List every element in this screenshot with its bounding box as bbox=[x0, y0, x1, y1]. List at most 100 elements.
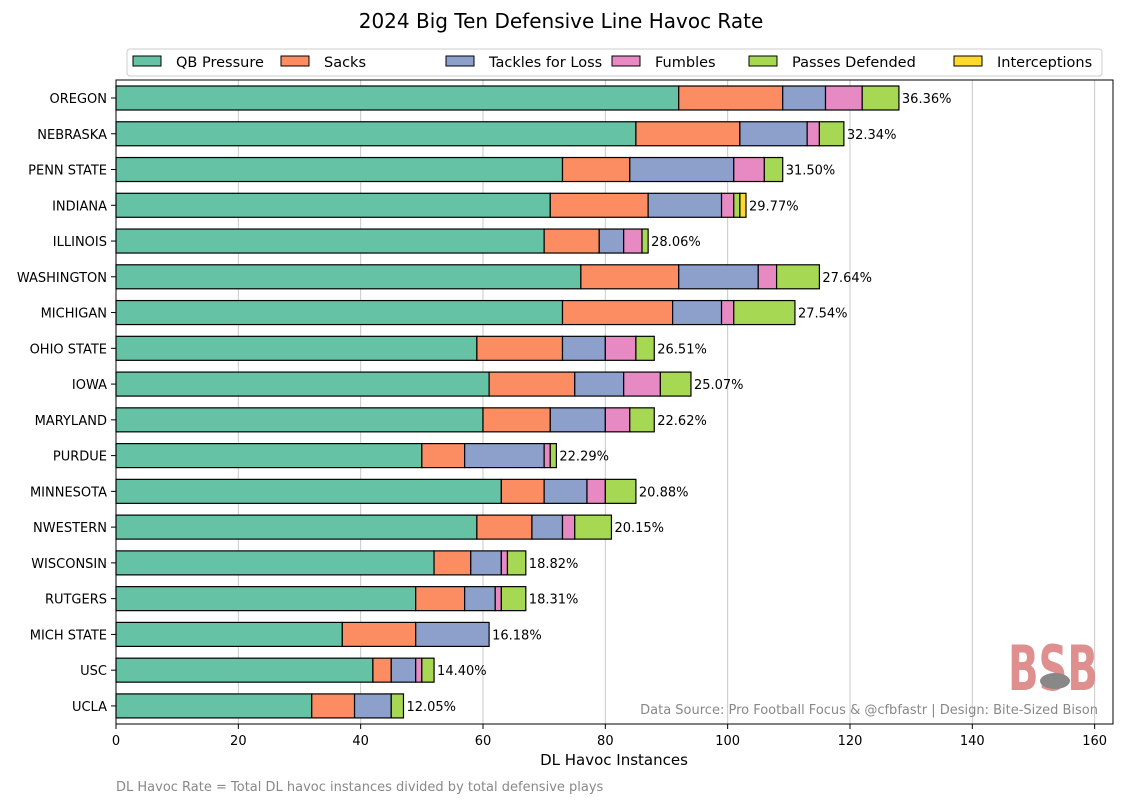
bar-sacks bbox=[561, 156, 631, 183]
bar-passes-defended bbox=[604, 478, 637, 504]
x-tick-label: 160 bbox=[1082, 734, 1107, 749]
bar-fumbles bbox=[543, 443, 551, 469]
bar-fumbles bbox=[604, 407, 631, 433]
data-label: 16.18% bbox=[492, 628, 542, 643]
bar-sacks bbox=[482, 407, 551, 433]
y-tick-label: ILLINOIS bbox=[53, 235, 107, 250]
bar-passes-defended bbox=[549, 443, 557, 469]
bar-passes-defended bbox=[763, 156, 784, 183]
bar-sacks bbox=[580, 264, 680, 290]
bar-sacks bbox=[500, 478, 545, 504]
bar-passes-defended bbox=[629, 407, 655, 433]
bar-fumbles bbox=[824, 85, 863, 111]
bar-qb-pressure bbox=[115, 371, 490, 397]
data-label: 18.82% bbox=[529, 557, 579, 572]
bar-passes-defended bbox=[500, 586, 527, 612]
y-tick-label: OHIO STATE bbox=[30, 342, 107, 357]
bar-fumbles bbox=[586, 478, 606, 504]
bar-passes-defended bbox=[641, 228, 649, 254]
bar-passes-defended bbox=[733, 299, 796, 326]
legend-swatch bbox=[445, 55, 475, 67]
bar-qb-pressure bbox=[115, 85, 680, 111]
bar-qb-pressure bbox=[115, 443, 423, 469]
bar-passes-defended bbox=[818, 121, 845, 147]
data-label: 26.51% bbox=[657, 342, 707, 357]
y-tick-label: MICH STATE bbox=[30, 628, 107, 643]
data-label: 22.62% bbox=[657, 414, 707, 429]
y-tick-label: WASHINGTON bbox=[17, 271, 107, 286]
bsb-logo: BSB bbox=[1008, 632, 1098, 705]
bar-qb-pressure bbox=[115, 657, 374, 683]
bar-fumbles bbox=[806, 121, 821, 147]
bar-sacks bbox=[415, 586, 466, 612]
bar-passes-defended bbox=[390, 693, 405, 719]
bar-tackles-for-loss bbox=[739, 121, 808, 147]
bar-fumbles bbox=[720, 299, 735, 326]
bar-tackles-for-loss bbox=[415, 621, 490, 648]
y-tick-label: INDIANA bbox=[52, 199, 107, 214]
svg-text:BSB: BSB bbox=[1008, 632, 1098, 705]
bar-passes-defended bbox=[574, 514, 613, 540]
y-tick-label: MICHIGAN bbox=[41, 307, 107, 322]
bar-sacks bbox=[421, 443, 466, 469]
data-label: 36.36% bbox=[902, 92, 952, 107]
legend-label: Passes Defended bbox=[792, 55, 916, 71]
bar-qb-pressure bbox=[115, 407, 484, 433]
bar-tackles-for-loss bbox=[531, 514, 564, 540]
bar-qb-pressure bbox=[115, 121, 637, 147]
data-label: 28.06% bbox=[651, 235, 701, 250]
data-label: 31.50% bbox=[786, 164, 836, 179]
legend-label: Tackles for Loss bbox=[488, 55, 602, 71]
y-tick-label: OREGON bbox=[49, 92, 107, 107]
bar-tackles-for-loss bbox=[678, 264, 759, 290]
bar-qb-pressure bbox=[115, 586, 417, 612]
bar-passes-defended bbox=[659, 371, 692, 397]
bar-fumbles bbox=[415, 657, 423, 683]
data-label: 18.31% bbox=[529, 593, 579, 608]
bar-sacks bbox=[635, 121, 741, 147]
data-label: 25.07% bbox=[694, 378, 744, 393]
bar-qb-pressure bbox=[115, 156, 564, 183]
x-tick-label: 80 bbox=[597, 734, 614, 749]
y-tick-label: NWESTERN bbox=[33, 521, 107, 536]
bar-sacks bbox=[341, 621, 417, 648]
legend-swatch bbox=[280, 55, 310, 67]
legend-label: QB Pressure bbox=[176, 55, 264, 71]
bar-tackles-for-loss bbox=[647, 192, 723, 218]
x-tick-label: 120 bbox=[838, 734, 863, 749]
y-tick-label: PURDUE bbox=[53, 450, 107, 465]
y-tick-label: USC bbox=[80, 664, 107, 679]
bar-sacks bbox=[488, 371, 576, 397]
legend-swatch bbox=[132, 55, 162, 67]
y-tick-label: WISCONSIN bbox=[31, 557, 107, 572]
bar-sacks bbox=[543, 228, 600, 254]
bar-tackles-for-loss bbox=[574, 371, 625, 397]
bar-fumbles bbox=[561, 514, 576, 540]
bar-fumbles bbox=[733, 156, 765, 183]
bar-tackles-for-loss bbox=[672, 299, 723, 326]
bar-fumbles bbox=[757, 264, 778, 290]
bar-sacks bbox=[678, 85, 784, 111]
bar-passes-defended bbox=[861, 85, 900, 111]
bar-tackles-for-loss bbox=[353, 693, 392, 719]
data-source: Data Source: Pro Football Focus & @cfbfa… bbox=[640, 703, 1098, 718]
y-tick-label: PENN STATE bbox=[28, 164, 107, 179]
bar-sacks bbox=[372, 657, 392, 683]
bar-fumbles bbox=[494, 586, 502, 612]
bar-tackles-for-loss bbox=[470, 550, 502, 576]
legend-swatch bbox=[953, 55, 983, 67]
bar-interceptions bbox=[739, 192, 747, 218]
bar-sacks bbox=[476, 335, 564, 361]
bar-sacks bbox=[476, 514, 533, 540]
bar-tackles-for-loss bbox=[561, 335, 606, 361]
bison-icon bbox=[1040, 673, 1070, 689]
data-label: 27.64% bbox=[822, 271, 872, 286]
y-axis-ticks: OREGON NEBRASKA PENN STATE INDIANA ILLINOIS W… bbox=[17, 92, 116, 715]
legend-swatch bbox=[611, 55, 641, 67]
x-tick-label: 20 bbox=[230, 734, 247, 749]
bar-qb-pressure bbox=[115, 264, 582, 290]
bar-qb-pressure bbox=[115, 514, 478, 540]
data-label: 20.15% bbox=[614, 521, 664, 536]
y-tick-label: RUTGERS bbox=[45, 593, 107, 608]
